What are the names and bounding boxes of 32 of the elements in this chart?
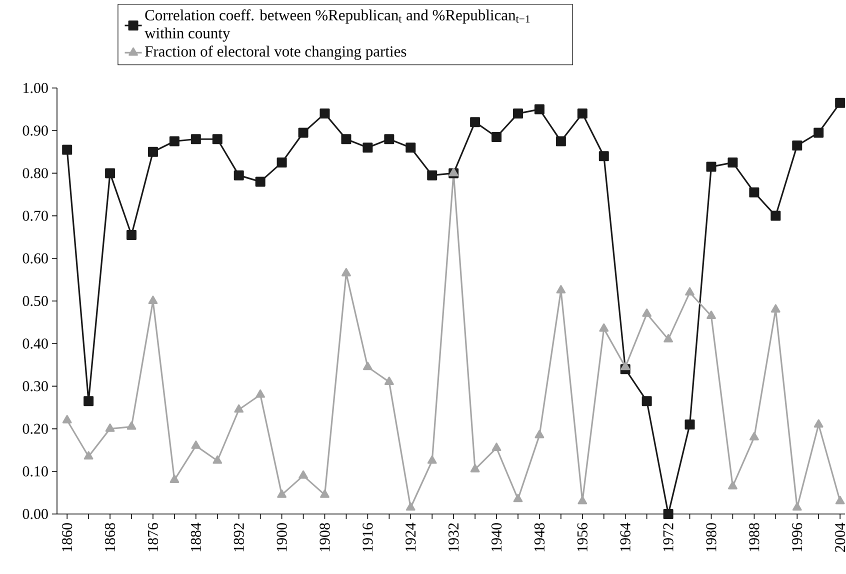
- x-tick-label: 1956: [577, 522, 588, 552]
- y-tick-label: 0.70: [22, 210, 48, 221]
- x-tick-label: 1868: [104, 523, 116, 552]
- x-tick-label: 1860: [62, 523, 72, 552]
- x-tick-label: 1940: [491, 523, 502, 552]
- x-tick-label: 1876: [148, 522, 158, 552]
- y-tick-label: 0.40: [22, 338, 48, 349]
- x-tick-label: 1908: [320, 523, 330, 552]
- x-tick-label: 1884: [190, 522, 201, 552]
- y-tick-label: 0.90: [22, 126, 48, 136]
- x-tick-label: 1964: [620, 522, 630, 552]
- x-tick-label: 2004: [835, 522, 846, 552]
- legend-label: Fraction of electoral vote changing parties: [145, 46, 406, 60]
- y-tick-label: 1.00: [24, 82, 48, 94]
- x-tick-label: 1996: [792, 522, 802, 552]
- x-tick-label: 1892: [234, 523, 244, 552]
- y-tick-label: 0.20: [22, 424, 48, 434]
- x-tick-label: 1924: [406, 522, 416, 552]
- x-tick-label: 1916: [362, 522, 373, 552]
- y-tick-label: 0.30: [22, 381, 48, 392]
- x-tick-label: 1988: [749, 523, 760, 552]
- x-tick-label: 1972: [663, 523, 674, 552]
- x-tick-label: 1932: [448, 523, 459, 552]
- y-tick-label: 0.00: [22, 508, 48, 520]
- x-tick-label: 1900: [276, 523, 287, 552]
- y-tick-label: 0.80: [22, 168, 48, 178]
- y-tick-label: 0.60: [22, 253, 48, 264]
- y-tick-label: 0.50: [22, 296, 48, 306]
- x-tick-label: 1980: [706, 523, 716, 552]
- x-tick-label: 1948: [534, 523, 545, 552]
- text: Correlation coeff. between %Republican$_{t}$ and %Republican$_{t−1}$ within county: [144, 9, 530, 42]
- y-tick-label: 0.10: [22, 466, 48, 476]
